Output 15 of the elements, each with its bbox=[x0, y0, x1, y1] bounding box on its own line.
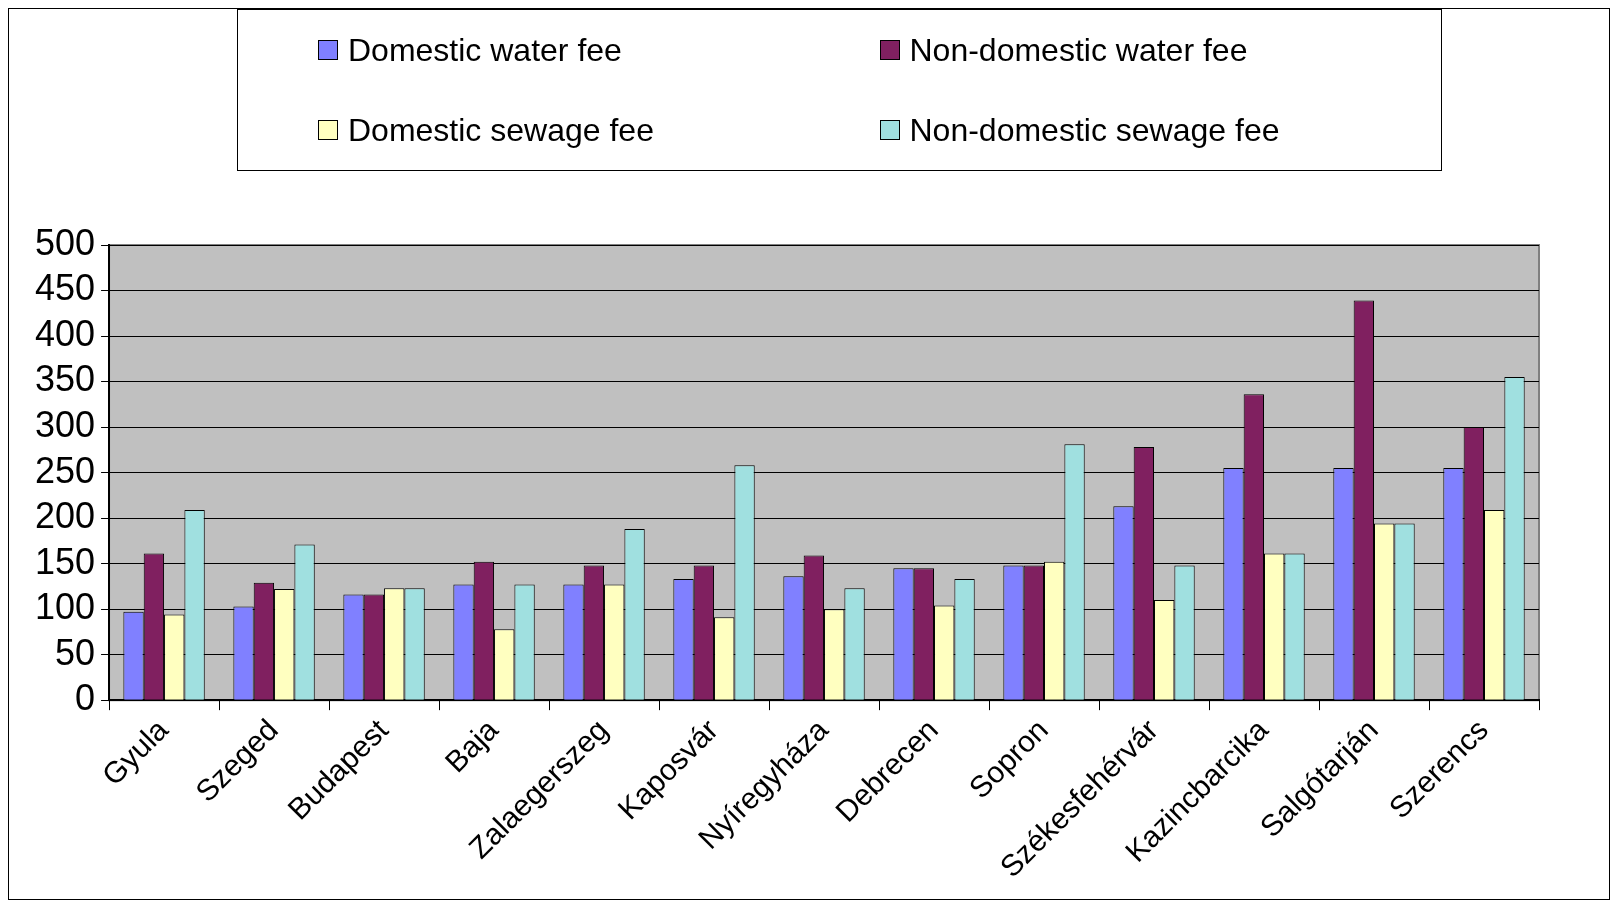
y-tick-label: 200 bbox=[34, 495, 96, 537]
y-tick-label: 500 bbox=[34, 221, 96, 263]
y-tick-label: 300 bbox=[34, 403, 96, 445]
y-tick-label: 400 bbox=[34, 312, 96, 354]
legend-label: Domestic water fee bbox=[348, 31, 622, 69]
y-tick-label: 250 bbox=[34, 449, 96, 491]
legend-label: Non-domestic sewage fee bbox=[909, 111, 1280, 149]
y-tick-label: 150 bbox=[34, 540, 96, 582]
y-tick-label: 100 bbox=[34, 586, 96, 628]
y-tick-label: 50 bbox=[55, 631, 96, 673]
y-tick-label: 0 bbox=[75, 677, 96, 719]
y-tick-label: 450 bbox=[34, 267, 96, 309]
legend-label: Non-domestic water fee bbox=[909, 31, 1248, 69]
y-tick-label: 350 bbox=[34, 358, 96, 400]
legend-label: Domestic sewage fee bbox=[348, 111, 654, 149]
